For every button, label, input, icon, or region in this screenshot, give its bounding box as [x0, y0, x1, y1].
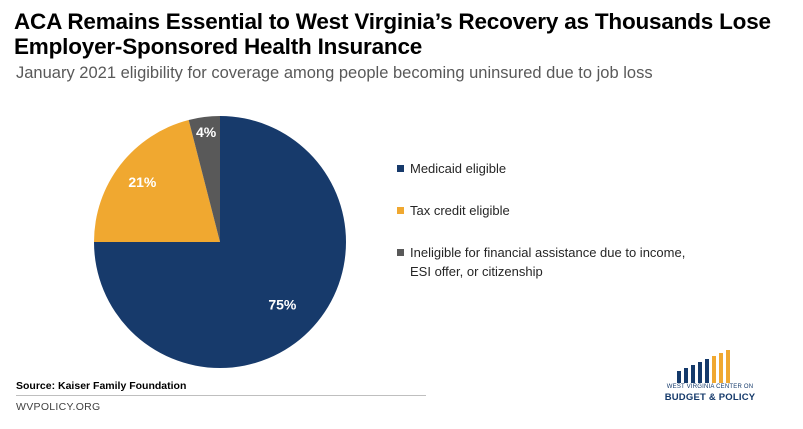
legend-label-ineligible: Ineligible for financial assistance due …	[410, 245, 686, 279]
source-note: Source: Kaiser Family Foundation	[16, 380, 187, 392]
pie-slice-ineligible	[188, 116, 220, 242]
logo-text-line1: WEST VIRGINIA CENTER ON	[666, 384, 754, 390]
legend: Medicaid eligible Tax credit eligible In…	[397, 159, 697, 281]
legend-item-tax-credit: Tax credit eligible	[397, 201, 697, 220]
legend-label-medicaid: Medicaid eligible	[410, 161, 507, 176]
legend-swatch-tax-credit	[397, 207, 404, 214]
logo-bars-icon	[677, 350, 730, 383]
pie-label-ineligible: 4%	[196, 124, 217, 140]
legend-item-ineligible: Ineligible for financial assistance due …	[397, 243, 697, 281]
chart-subtitle: January 2021 eligibility for coverage am…	[16, 64, 653, 82]
pie-label-tax-credit: 21%	[128, 174, 157, 190]
pie-slice-tax-credit	[94, 119, 220, 242]
chart-title: ACA Remains Essential to West Virginia’s…	[14, 9, 771, 59]
legend-swatch-ineligible	[397, 249, 404, 256]
pie-label-medicaid: 75%	[268, 296, 297, 312]
footer-divider	[16, 395, 426, 396]
logo-text-line2: BUDGET & POLICY	[664, 392, 756, 403]
legend-item-medicaid: Medicaid eligible	[397, 159, 697, 178]
legend-label-tax-credit: Tax credit eligible	[410, 203, 510, 218]
footer-url: WVPOLICY.ORG	[16, 401, 101, 413]
wv-center-logo: WEST VIRGINIA CENTER ON BUDGET & POLICY	[651, 349, 769, 403]
legend-swatch-medicaid	[397, 165, 404, 172]
